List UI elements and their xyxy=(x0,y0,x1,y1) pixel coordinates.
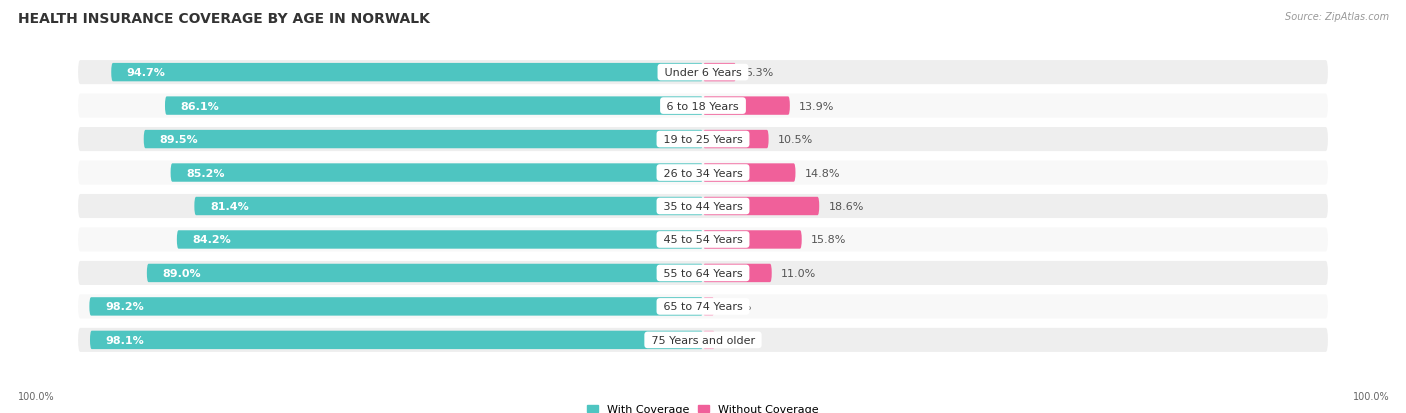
Text: 89.0%: 89.0% xyxy=(163,268,201,278)
FancyBboxPatch shape xyxy=(165,97,703,116)
Text: 6 to 18 Years: 6 to 18 Years xyxy=(664,101,742,112)
Text: 45 to 54 Years: 45 to 54 Years xyxy=(659,235,747,245)
FancyBboxPatch shape xyxy=(703,264,772,282)
Text: 65 to 74 Years: 65 to 74 Years xyxy=(659,301,747,312)
Text: 15.8%: 15.8% xyxy=(811,235,846,245)
FancyBboxPatch shape xyxy=(703,164,796,182)
Text: 1.9%: 1.9% xyxy=(724,335,752,345)
Text: HEALTH INSURANCE COVERAGE BY AGE IN NORWALK: HEALTH INSURANCE COVERAGE BY AGE IN NORW… xyxy=(18,12,430,26)
FancyBboxPatch shape xyxy=(194,197,703,216)
Text: Under 6 Years: Under 6 Years xyxy=(661,68,745,78)
FancyBboxPatch shape xyxy=(79,294,1327,319)
Text: Source: ZipAtlas.com: Source: ZipAtlas.com xyxy=(1285,12,1389,22)
Text: 18.6%: 18.6% xyxy=(828,202,863,211)
FancyBboxPatch shape xyxy=(90,331,703,349)
Text: 84.2%: 84.2% xyxy=(193,235,231,245)
FancyBboxPatch shape xyxy=(177,231,703,249)
FancyBboxPatch shape xyxy=(703,231,801,249)
Text: 100.0%: 100.0% xyxy=(18,391,55,401)
FancyBboxPatch shape xyxy=(79,161,1327,185)
FancyBboxPatch shape xyxy=(79,195,1327,218)
Text: 89.5%: 89.5% xyxy=(159,135,198,145)
Text: 100.0%: 100.0% xyxy=(1353,391,1389,401)
Text: 85.2%: 85.2% xyxy=(186,168,225,178)
Text: 75 Years and older: 75 Years and older xyxy=(648,335,758,345)
Text: 13.9%: 13.9% xyxy=(799,101,835,112)
FancyBboxPatch shape xyxy=(146,264,703,282)
FancyBboxPatch shape xyxy=(703,197,820,216)
FancyBboxPatch shape xyxy=(143,131,703,149)
FancyBboxPatch shape xyxy=(79,261,1327,285)
Text: 81.4%: 81.4% xyxy=(209,202,249,211)
FancyBboxPatch shape xyxy=(703,331,714,349)
FancyBboxPatch shape xyxy=(90,297,703,316)
Text: 55 to 64 Years: 55 to 64 Years xyxy=(659,268,747,278)
FancyBboxPatch shape xyxy=(703,97,790,116)
FancyBboxPatch shape xyxy=(79,128,1327,152)
Text: 11.0%: 11.0% xyxy=(782,268,817,278)
Text: 14.8%: 14.8% xyxy=(804,168,841,178)
FancyBboxPatch shape xyxy=(703,297,714,316)
Text: 94.7%: 94.7% xyxy=(127,68,166,78)
Text: 35 to 44 Years: 35 to 44 Years xyxy=(659,202,747,211)
Text: 5.3%: 5.3% xyxy=(745,68,773,78)
Text: 19 to 25 Years: 19 to 25 Years xyxy=(659,135,747,145)
Text: 1.8%: 1.8% xyxy=(724,301,752,312)
Text: 98.2%: 98.2% xyxy=(105,301,143,312)
FancyBboxPatch shape xyxy=(79,328,1327,352)
FancyBboxPatch shape xyxy=(111,64,703,82)
FancyBboxPatch shape xyxy=(703,64,737,82)
FancyBboxPatch shape xyxy=(170,164,703,182)
Text: 86.1%: 86.1% xyxy=(180,101,219,112)
Text: 98.1%: 98.1% xyxy=(105,335,145,345)
Legend: With Coverage, Without Coverage: With Coverage, Without Coverage xyxy=(588,404,818,413)
FancyBboxPatch shape xyxy=(79,94,1327,119)
Text: 10.5%: 10.5% xyxy=(778,135,813,145)
FancyBboxPatch shape xyxy=(79,61,1327,85)
Text: 26 to 34 Years: 26 to 34 Years xyxy=(659,168,747,178)
FancyBboxPatch shape xyxy=(79,228,1327,252)
FancyBboxPatch shape xyxy=(703,131,769,149)
